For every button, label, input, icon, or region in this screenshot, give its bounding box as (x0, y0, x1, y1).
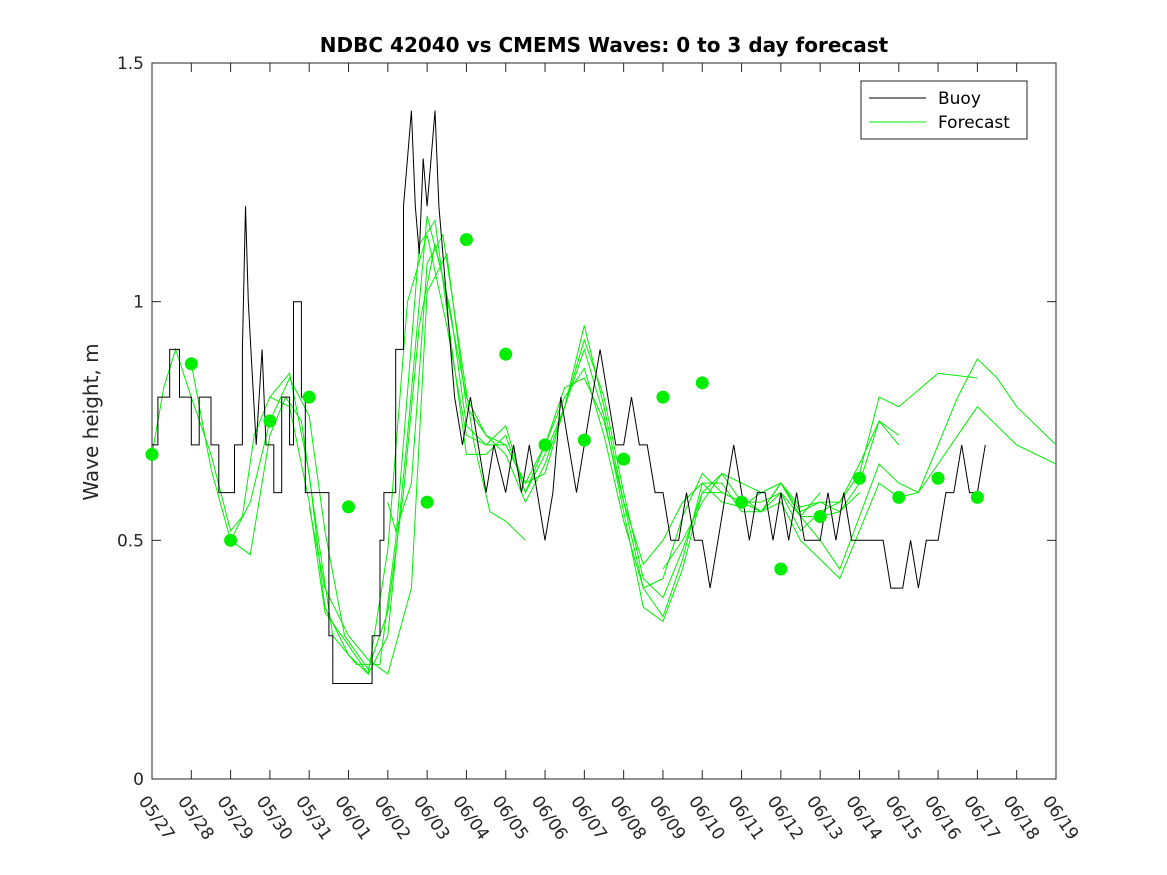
forecast-run-line (741, 405, 1057, 580)
forecast-marker (263, 414, 277, 428)
x-tick-label: 05/29 (213, 792, 257, 844)
forecast-run-line (662, 358, 1057, 571)
forecast-marker (852, 471, 866, 485)
x-tick-label: 06/11 (723, 792, 767, 844)
x-tick-label: 05/31 (291, 792, 335, 844)
y-tick-label: 1 (133, 293, 144, 313)
y-axis-label: Wave height, m (79, 343, 103, 500)
forecast-run-line (387, 233, 526, 541)
forecast-marker (774, 562, 788, 576)
legend-forecast-label: Forecast (938, 113, 1010, 133)
forecast-marker (695, 376, 709, 390)
forecast-marker (184, 357, 198, 371)
buoy-series (152, 110, 986, 684)
forecast-marker (577, 433, 591, 447)
x-tick-label: 05/27 (134, 792, 178, 844)
y-tick-label: 1.5 (117, 54, 144, 74)
forecast-marker (145, 447, 159, 461)
forecast-marker (459, 233, 473, 247)
x-tick-label: 06/14 (841, 792, 885, 844)
x-tick-label: 06/06 (527, 792, 571, 844)
x-tick-label: 06/12 (763, 792, 807, 844)
y-axis-ticks: 0 0.5 1 1.5 (117, 54, 1056, 790)
x-tick-label: 06/16 (920, 792, 964, 844)
forecast-marker (892, 490, 906, 504)
forecast-markers (145, 233, 984, 576)
forecast-run-line (230, 244, 860, 671)
x-tick-label: 05/28 (173, 792, 217, 844)
forecast-marker (735, 495, 749, 509)
x-tick-label: 06/15 (881, 792, 925, 844)
legend: Buoy Forecast (860, 80, 1028, 140)
x-tick-label: 06/04 (448, 792, 492, 844)
y-tick-label: 0.5 (117, 531, 144, 551)
x-tick-label: 06/02 (370, 792, 414, 844)
forecast-marker (342, 500, 356, 514)
x-tick-label: 06/13 (802, 792, 846, 844)
legend-buoy-label: Buoy (938, 89, 981, 109)
legend-box (860, 80, 1028, 140)
x-tick-label: 06/18 (999, 792, 1043, 844)
x-tick-label: 06/05 (488, 792, 532, 844)
forecast-marker (538, 438, 552, 452)
forecast-marker (420, 495, 434, 509)
forecast-marker (813, 509, 827, 523)
x-tick-label: 06/19 (1038, 792, 1082, 844)
forecast-marker (224, 533, 238, 547)
buoy-line (152, 110, 986, 684)
x-tick-label: 06/08 (606, 792, 650, 844)
forecast-series (151, 215, 1057, 676)
forecast-marker (617, 452, 631, 466)
forecast-marker (302, 390, 316, 404)
forecast-marker (970, 490, 984, 504)
forecast-marker (656, 390, 670, 404)
chart-title: NDBC 42040 vs CMEMS Waves: 0 to 3 day fo… (320, 33, 889, 57)
x-tick-label: 06/09 (645, 792, 689, 844)
x-tick-label: 06/03 (409, 792, 453, 844)
x-tick-label: 06/07 (566, 792, 610, 844)
x-tick-label: 06/10 (684, 792, 728, 844)
x-tick-label: 06/17 (959, 792, 1003, 844)
forecast-run-line (308, 252, 978, 675)
x-tick-label: 05/30 (252, 792, 296, 844)
x-tick-label: 06/01 (330, 792, 374, 844)
plot-area: 00.511.5 05/2705/2805/2905/3005/3106/010… (117, 54, 1082, 844)
forecast-marker (499, 347, 513, 361)
forecast-marker (931, 471, 945, 485)
y-tick-label: 0 (133, 770, 144, 790)
